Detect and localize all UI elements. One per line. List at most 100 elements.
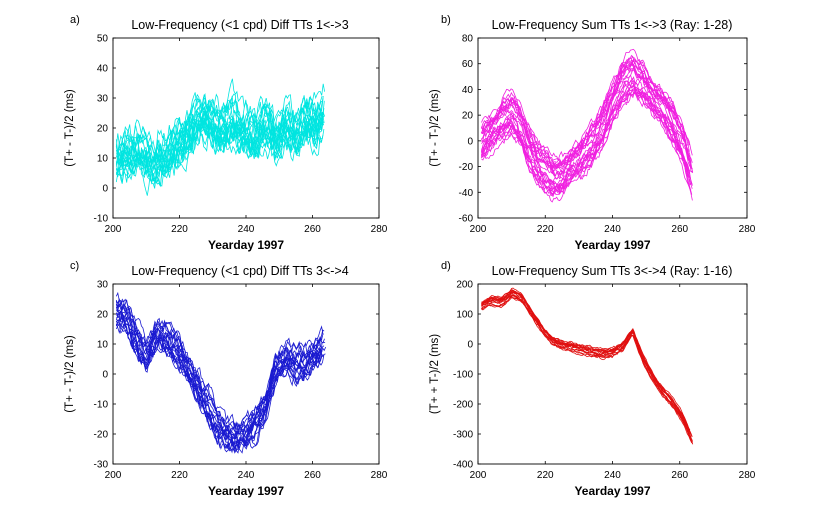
series-line (115, 113, 325, 179)
y-axis-label: (T+ + T-)/2 (ms) (429, 334, 441, 414)
y-tick-label: -400 (453, 460, 473, 471)
y-tick-label: -20 (94, 430, 109, 441)
x-tick-label: 220 (537, 224, 554, 235)
x-tick-label: 220 (171, 470, 188, 481)
series-line (481, 60, 691, 181)
y-tick-label: 60 (462, 59, 474, 70)
y-tick-label: 10 (97, 340, 109, 351)
x-tick-label: 220 (537, 470, 554, 481)
series-line (481, 295, 694, 445)
y-tick-label: -20 (459, 162, 474, 173)
series-line (115, 78, 325, 154)
series-group (481, 48, 694, 203)
chart-title: Low-Frequency Sum TTs 1<->3 (Ray: 1-28) (492, 18, 733, 32)
series-line (481, 291, 690, 430)
series-line (481, 87, 690, 195)
y-tick-label: 30 (97, 280, 109, 291)
y-axis-label: (T+ - T-)/2 (ms) (64, 89, 76, 167)
x-tick-label: 260 (671, 224, 688, 235)
y-tick-label: -10 (94, 400, 109, 411)
y-tick-label: 30 (97, 94, 109, 105)
chart-title: Low-Frequency (<1 cpd) Diff TTs 3<->4 (131, 264, 348, 278)
series-line (115, 93, 323, 163)
x-tick-label: 200 (105, 470, 122, 481)
series-line (116, 98, 324, 177)
series-line (481, 296, 693, 444)
series-line (115, 300, 324, 435)
y-tick-label: -300 (453, 430, 473, 441)
panel-label: c) (70, 260, 79, 272)
series-line (115, 105, 324, 187)
x-tick-label: 280 (739, 224, 756, 235)
x-tick-label: 280 (739, 470, 756, 481)
x-tick-label: 240 (604, 224, 621, 235)
series-line (481, 289, 691, 435)
series-line (115, 291, 322, 433)
series-group (481, 287, 694, 445)
panel-4: 200 220 240 260 280 -400 -300 -200 -100 0 100 200 Lo… (429, 260, 756, 498)
series-group (115, 78, 325, 196)
y-tick-label: -60 (459, 214, 474, 225)
x-axis-label: Yearday 1997 (208, 238, 284, 252)
y-tick-label: 0 (102, 370, 108, 381)
series-line (481, 87, 692, 194)
series-line (481, 290, 694, 442)
x-axis-label: Yearday 1997 (208, 484, 284, 498)
y-tick-label: -10 (94, 214, 109, 225)
panel-label: d) (441, 260, 451, 272)
y-tick-label: 100 (456, 310, 473, 321)
series-line (481, 291, 693, 438)
series-line (481, 292, 690, 434)
series-line (115, 114, 322, 183)
axes-frame (477, 283, 748, 465)
panel-label: b) (441, 14, 451, 26)
x-tick-label: 260 (671, 470, 688, 481)
x-tick-label: 260 (304, 470, 321, 481)
y-tick-label: 20 (97, 124, 109, 135)
series-line (481, 58, 693, 170)
series-line (115, 301, 323, 435)
panel-2: 200 220 240 260 280 -60 -40 -20 0 20 40 60 80 Low-Fre… (429, 14, 756, 252)
series-line (481, 55, 692, 170)
y-tick-label: 80 (462, 34, 474, 45)
x-tick-label: 220 (171, 224, 188, 235)
y-tick-label: -40 (459, 188, 474, 199)
y-tick-label: -200 (453, 400, 473, 411)
x-tick-label: 280 (371, 470, 388, 481)
y-tick-label: 20 (97, 310, 109, 321)
x-tick-label: 260 (304, 224, 321, 235)
x-tick-label: 200 (105, 224, 122, 235)
series-line (481, 289, 690, 431)
x-tick-label: 200 (470, 224, 487, 235)
y-tick-label: 0 (102, 184, 108, 195)
series-line (481, 294, 690, 436)
y-axis-label: (T+ - T-)/2 (ms) (64, 335, 76, 413)
series-line (481, 295, 693, 444)
x-tick-label: 280 (371, 224, 388, 235)
y-tick-label: 20 (462, 111, 474, 122)
x-tick-label: 240 (238, 224, 255, 235)
series-line (481, 290, 690, 430)
chart-title: Low-Frequency (<1 cpd) Diff TTs 1<->3 (131, 18, 348, 32)
series-line (481, 287, 693, 437)
series-line (115, 318, 322, 454)
chart-title: Low-Frequency Sum TTs 3<->4 (Ray: 1-16) (492, 264, 733, 278)
series-line (115, 319, 323, 453)
y-axis-label: (T+ - T-)/2 (ms) (429, 89, 441, 167)
y-tick-label: 10 (97, 154, 109, 165)
series-line (481, 297, 691, 440)
x-axis-label: Yearday 1997 (574, 238, 650, 252)
series-line (481, 294, 690, 433)
series-line (481, 79, 693, 188)
series-line (115, 299, 325, 434)
panel-1: 200 220 240 260 280 -10 0 10 20 30 40 50 Low-Frequen… (64, 14, 388, 252)
y-tick-label: 0 (467, 136, 473, 147)
y-tick-label: 40 (462, 85, 474, 96)
series-line (115, 92, 324, 160)
y-tick-label: 200 (456, 280, 473, 291)
y-tick-label: 50 (97, 34, 109, 45)
x-tick-label: 200 (470, 470, 487, 481)
series-line (115, 324, 324, 450)
series-group (115, 291, 327, 454)
